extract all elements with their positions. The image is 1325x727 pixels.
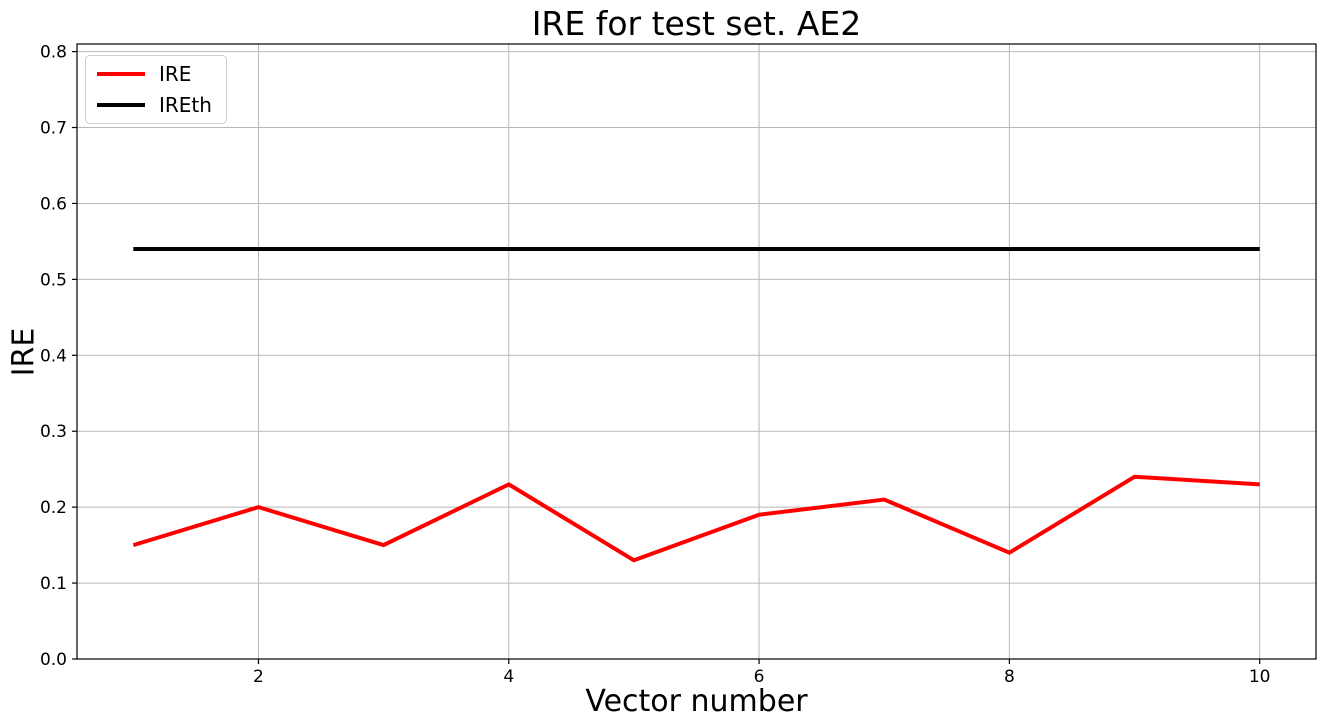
legend-line-sample [97,103,145,107]
x-tick-label: 10 [1249,667,1271,687]
series-line-ire [132,474,1260,563]
x-tick-label: 8 [1004,667,1015,687]
x-axis-label: Vector number [585,684,808,719]
legend: IRE IREth [85,55,227,124]
y-tick-label: 0.2 [40,498,67,518]
x-tick-label: 4 [503,667,514,687]
y-tick-label: 0.5 [40,270,67,290]
y-tick-label: 0.8 [40,43,67,63]
y-tick-label: 0.7 [40,119,67,139]
legend-label: IRE [159,62,192,86]
legend-line-sample [97,72,145,76]
legend-label: IREth [159,93,212,117]
legend-entry-ireth: IREth [97,94,212,116]
legend-entry-ire: IRE [97,63,212,85]
y-tick-label: 0.4 [40,346,67,366]
y-tick-label: 0.0 [40,650,67,670]
axes-border [76,43,1317,660]
x-tick-label: 2 [253,667,264,687]
y-tick-label: 0.3 [40,422,67,442]
chart-title: IRE for test set. AE2 [531,4,862,43]
y-tick-label: 0.1 [40,574,67,594]
y-tick-label: 0.6 [40,194,67,214]
x-tick-label: 6 [754,667,765,687]
